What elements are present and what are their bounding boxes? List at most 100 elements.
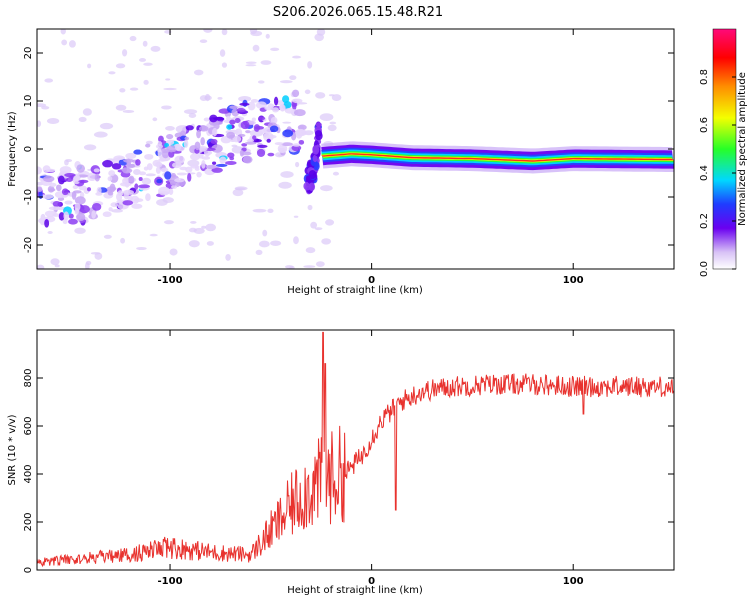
spectrogram-cell [117,156,125,161]
spectrogram-cell [68,218,78,225]
spectrogram-cell [133,149,143,155]
spectrogram-noise-cell [183,109,198,115]
spectrogram-noise-cell [278,181,292,189]
spectrogram-noise-cell [315,261,325,267]
spectrogram-cell [164,171,172,180]
spectrogram-noise-cell [319,113,334,122]
spectrogram-ytick-label: 20 [23,47,34,60]
spectrogram-cell [189,153,201,161]
spectrogram-noise-cell [108,71,116,75]
spectrogram-cell [125,152,137,160]
spectrogram-noise-cell [152,117,158,122]
spectrogram-cell [298,139,305,145]
spectrogram-noise-cell [289,265,295,269]
spectrogram-cell [76,164,85,173]
spectrogram-cell [312,154,318,163]
spectrogram-cell [270,116,278,124]
spectrogram-cell [212,127,218,137]
spectrogram-noise-cell [163,87,177,91]
spectrogram-cell [93,168,100,173]
colorbar-axis: 0.0 0.2 0.4 0.6 0.8 [699,69,736,277]
spectrogram-xtick-label: 100 [563,275,584,286]
spectrogram-noise-cell [136,246,147,251]
spectrogram-noise-cell [295,161,300,168]
spectrogram-noise-cell [83,144,97,151]
spectrogram-noise-cell [54,264,60,268]
spectrogram-cell [239,150,245,157]
spectrogram-cell [37,166,42,175]
snr-xtick-label: -100 [158,576,183,587]
colorbar-tick-label: 0.0 [699,261,710,277]
spectrogram-cell [291,144,302,152]
spectrogram-cell [158,135,164,143]
spectrogram-cell [94,173,100,182]
spectrogram-cell [229,105,238,110]
spectrogram-band-level [321,152,674,163]
spectrogram-noise-cell [245,61,257,65]
colorbar-tick-label: 0.6 [699,117,710,133]
spectrogram-noise-cell [41,105,50,110]
spectrogram-cell [232,135,242,143]
spectrogram-cell [55,184,62,192]
spectrogram-cell [196,129,201,139]
spectrogram-noise-cell [332,171,340,176]
spectrogram-noise-cell [150,45,161,52]
spectrogram-cell [205,164,217,169]
snr-xlabel: Height of straight line (km) [287,585,423,596]
spectrogram-noise-cell [252,208,267,213]
spectrogram-noise-cell [37,120,42,127]
spectrogram-cell [126,162,131,166]
spectrogram-ytick-label: -20 [23,237,34,253]
spectrogram-noise-cell [64,159,69,166]
spectrogram-cell [239,102,250,106]
spectrogram-cell [236,107,246,113]
spectrogram-noise-cell [221,62,228,68]
spectrogram-cell [48,188,56,192]
spectrogram-cell [254,125,265,130]
spectrogram-cell [76,212,86,222]
spectrogram-noise-cell [232,188,244,197]
spectrogram-cell [200,137,205,146]
spectrogram-noise-cell [44,78,54,83]
spectrogram-cell [59,166,72,175]
spectrogram-cell [161,150,170,159]
spectrogram-cell [111,157,121,165]
spectrogram-cell [44,219,50,228]
spectrogram-cell [122,177,129,185]
spectrogram-cell [63,211,70,221]
spectrogram-cell [273,96,279,106]
spectrogram-cell [282,95,290,104]
spectrogram-cell [58,212,65,221]
spectrogram-cell [250,99,259,103]
spectrogram-noise-cell [292,55,302,59]
snr-xtick-label: 0 [368,576,375,587]
spectrogram-noise-cell [257,80,265,84]
spectrogram-cell [240,120,250,130]
spectrogram-cell [194,167,200,171]
spectrogram-noise-cell [270,240,282,246]
spectrogram-cell [251,117,256,122]
spectrogram-cell [252,135,257,140]
spectrogram-noise-cell [303,265,316,268]
spectrogram-noise-cell [258,240,270,248]
spectrogram-cell [209,114,218,123]
spectrogram-xlabel: Height of straight line (km) [287,285,423,296]
spectrogram-noise-cell [260,60,272,65]
spectrogram-cell [171,172,176,178]
spectrogram-cell [210,138,218,145]
spectrogram-cell [49,182,57,187]
spectrogram-cell [156,178,163,184]
spectrogram-cell [247,101,256,111]
spectrogram-cell [292,89,300,98]
spectrogram-cell [172,162,182,169]
snr-series-line [37,331,674,568]
spectrogram-noise-cell [245,64,257,67]
spectrogram-noise-cell [252,44,260,52]
spectrogram-cell [155,166,161,174]
spectrogram-noise-cell [94,252,103,260]
spectrogram-noise-cell [190,220,197,224]
spectrogram-noise-cell [201,225,207,229]
spectrogram-cell [157,148,162,153]
snr-ytick-label: 0 [23,567,34,573]
